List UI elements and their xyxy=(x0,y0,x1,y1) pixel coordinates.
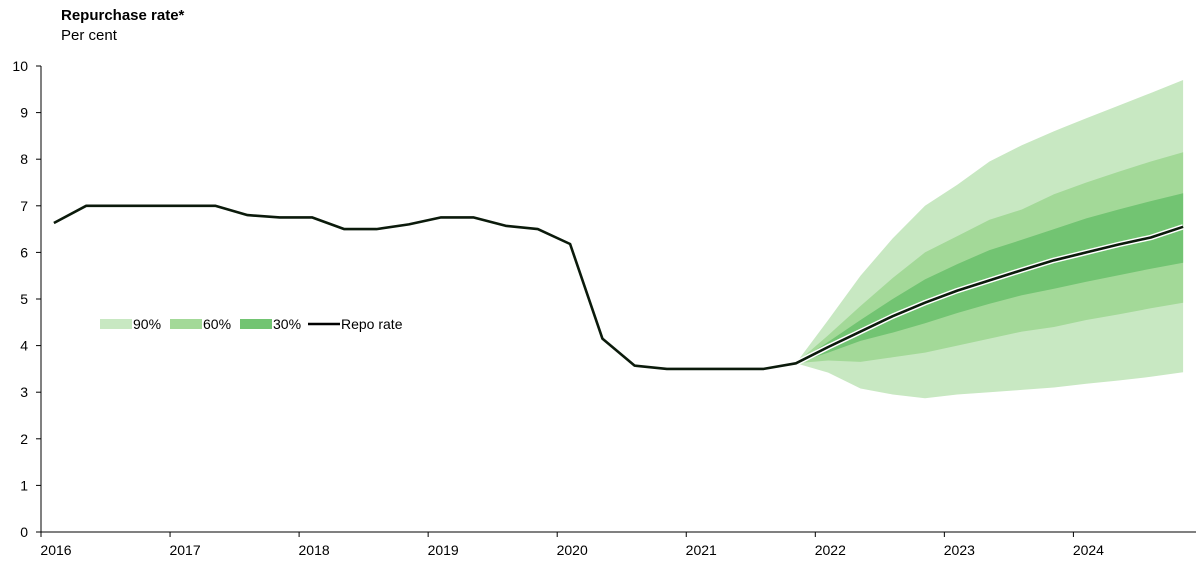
chart-title: Repurchase rate* xyxy=(61,7,185,24)
legend-swatch-90 xyxy=(100,319,132,329)
legend-label: 60% xyxy=(203,316,231,332)
legend-swatch-30 xyxy=(240,319,272,329)
y-tick-label: 6 xyxy=(20,244,28,260)
y-tick-label: 8 xyxy=(20,151,28,167)
legend-label: 30% xyxy=(273,316,301,332)
y-tick-label: 10 xyxy=(12,58,28,74)
y-tick-label: 0 xyxy=(20,524,28,540)
x-tick-label: 2020 xyxy=(557,542,588,558)
y-tick-label: 2 xyxy=(20,431,28,447)
y-tick-label: 9 xyxy=(20,105,28,121)
chart-subtitle: Per cent xyxy=(61,27,117,44)
x-tick-label: 2019 xyxy=(428,542,459,558)
y-tick-label: 3 xyxy=(20,384,28,400)
series xyxy=(52,203,1184,372)
x-tick-label: 2017 xyxy=(169,542,200,558)
y-tick-label: 1 xyxy=(20,477,28,493)
y-tick-label: 5 xyxy=(20,291,28,307)
axes: 0 1 2 3 4 5 6 7 8 9 10 2016 2017 2018 2019 2020 2021 2022… xyxy=(12,58,1196,558)
repo-rate-line xyxy=(53,204,1184,371)
y-tick-label: 7 xyxy=(20,198,28,214)
y-tick-label: 4 xyxy=(20,338,28,354)
x-tick-label: 2021 xyxy=(686,542,717,558)
x-tick-label: 2018 xyxy=(299,542,330,558)
legend-label: Repo rate xyxy=(341,316,403,332)
x-tick-label: 2016 xyxy=(40,542,71,558)
fan-bands xyxy=(795,80,1184,399)
legend: 90% 60% 30% Repo rate xyxy=(100,316,403,332)
legend-label: 90% xyxy=(133,316,161,332)
x-tick-label: 2023 xyxy=(944,542,975,558)
x-tick-label: 2024 xyxy=(1073,542,1104,558)
legend-swatch-60 xyxy=(170,319,202,329)
x-tick-label: 2022 xyxy=(815,542,846,558)
